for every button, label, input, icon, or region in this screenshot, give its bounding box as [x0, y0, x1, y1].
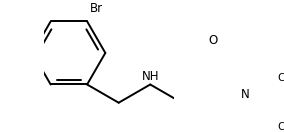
Text: Br: Br — [89, 2, 103, 15]
Text: NH: NH — [141, 70, 159, 83]
Text: O: O — [209, 34, 218, 47]
Text: N: N — [241, 88, 249, 101]
Text: CH₃: CH₃ — [278, 73, 284, 83]
Text: CH₃: CH₃ — [278, 122, 284, 132]
